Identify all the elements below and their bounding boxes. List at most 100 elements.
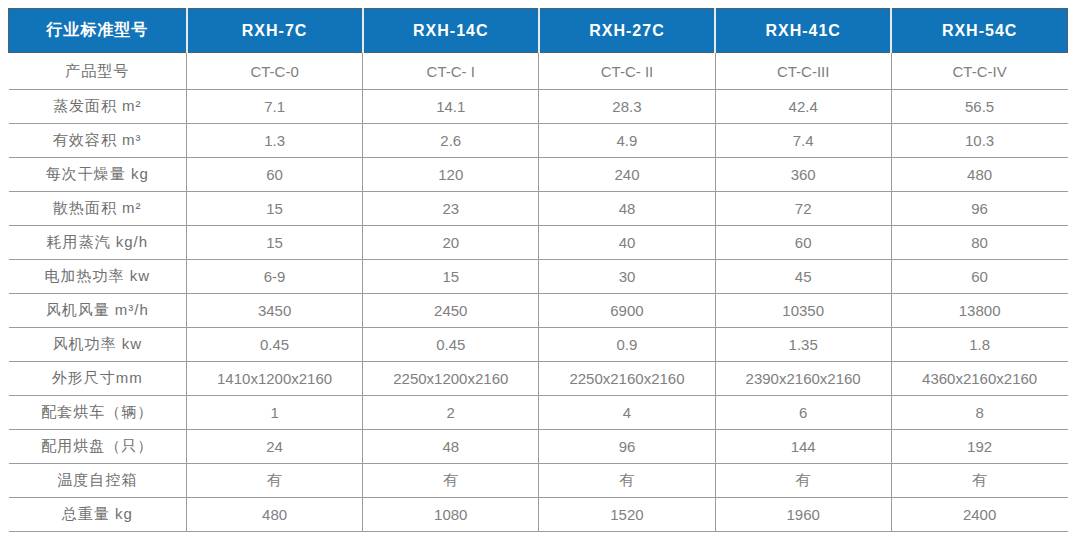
cell-value: 10.3 [891, 124, 1067, 158]
cell-value: 1960 [715, 498, 891, 532]
table-row: 外形尺寸mm1410x1200x21602250x1200x21602250x2… [9, 362, 1068, 396]
cell-value: 6-9 [187, 260, 363, 294]
table-row: 有效容积 m³1.32.64.97.410.3 [9, 124, 1068, 158]
row-label: 电加热功率 kw [9, 260, 187, 294]
cell-value: 1410x1200x2160 [187, 362, 363, 396]
row-label: 每次干燥量 kg [9, 158, 187, 192]
cell-value: 96 [539, 430, 715, 464]
cell-value: 1520 [539, 498, 715, 532]
cell-value: 60 [891, 260, 1067, 294]
cell-value: 2 [363, 396, 539, 430]
cell-value: 6 [715, 396, 891, 430]
row-label: 耗用蒸汽 kg/h [9, 226, 187, 260]
cell-value: 4 [539, 396, 715, 430]
table-row: 风机风量 m³/h3450245069001035013800 [9, 294, 1068, 328]
cell-value: 96 [891, 192, 1067, 226]
cell-value: 8 [891, 396, 1067, 430]
cell-value: 360 [715, 158, 891, 192]
table-row: 耗用蒸汽 kg/h1520406080 [9, 226, 1068, 260]
cell-value: 144 [715, 430, 891, 464]
corner-header: 行业标准型号 [9, 9, 187, 53]
cell-value: CT-C-0 [187, 53, 363, 90]
cell-value: 15 [187, 226, 363, 260]
cell-value: 7.4 [715, 124, 891, 158]
column-header: RXH-27C [539, 9, 715, 53]
spec-table: 行业标准型号RXH-7CRXH-14CRXH-27CRXH-41CRXH-54C… [8, 8, 1068, 532]
cell-value: 60 [187, 158, 363, 192]
column-header: RXH-14C [363, 9, 539, 53]
table-row: 配套烘车（辆）12468 [9, 396, 1068, 430]
cell-value: 2250x2160x2160 [539, 362, 715, 396]
cell-value: 1080 [363, 498, 539, 532]
cell-value: 2450 [363, 294, 539, 328]
cell-value: 2.6 [363, 124, 539, 158]
row-label: 风机功率 kw [9, 328, 187, 362]
cell-value: 7.1 [187, 90, 363, 124]
cell-value: 480 [187, 498, 363, 532]
cell-value: 120 [363, 158, 539, 192]
table-row: 总重量 kg4801080152019602400 [9, 498, 1068, 532]
cell-value: 1.35 [715, 328, 891, 362]
row-label: 有效容积 m³ [9, 124, 187, 158]
row-label: 配套烘车（辆） [9, 396, 187, 430]
cell-value: 240 [539, 158, 715, 192]
cell-value: 有 [187, 464, 363, 498]
cell-value: 2400 [891, 498, 1067, 532]
cell-value: 10350 [715, 294, 891, 328]
cell-value: 23 [363, 192, 539, 226]
row-label: 外形尺寸mm [9, 362, 187, 396]
cell-value: 有 [891, 464, 1067, 498]
cell-value: 24 [187, 430, 363, 464]
table-row: 产品型号CT-C-0CT-C- ICT-C- IICT-C-IIICT-C-IV [9, 53, 1068, 90]
row-label: 风机风量 m³/h [9, 294, 187, 328]
cell-value: 1.8 [891, 328, 1067, 362]
cell-value: 4.9 [539, 124, 715, 158]
cell-value: 1.3 [187, 124, 363, 158]
column-header: RXH-54C [891, 9, 1067, 53]
spec-sheet-page: 行业标准型号RXH-7CRXH-14CRXH-27CRXH-41CRXH-54C… [0, 0, 1076, 548]
cell-value: 20 [363, 226, 539, 260]
cell-value: 13800 [891, 294, 1067, 328]
cell-value: 60 [715, 226, 891, 260]
cell-value: 14.1 [363, 90, 539, 124]
cell-value: 4360x2160x2160 [891, 362, 1067, 396]
cell-value: 2390x2160x2160 [715, 362, 891, 396]
cell-value: 56.5 [891, 90, 1067, 124]
cell-value: 30 [539, 260, 715, 294]
cell-value: CT-C- II [539, 53, 715, 90]
cell-value: 6900 [539, 294, 715, 328]
table-row: 配用烘盘（只）244896144192 [9, 430, 1068, 464]
cell-value: 72 [715, 192, 891, 226]
cell-value: 48 [539, 192, 715, 226]
row-label: 温度自控箱 [9, 464, 187, 498]
cell-value: 2250x1200x2160 [363, 362, 539, 396]
row-label: 产品型号 [9, 53, 187, 90]
table-row: 电加热功率 kw6-915304560 [9, 260, 1068, 294]
cell-value: 28.3 [539, 90, 715, 124]
row-label: 蒸发面积 m² [9, 90, 187, 124]
table-row: 风机功率 kw0.450.450.91.351.8 [9, 328, 1068, 362]
table-row: 蒸发面积 m²7.114.128.342.456.5 [9, 90, 1068, 124]
cell-value: 0.45 [187, 328, 363, 362]
cell-value: 45 [715, 260, 891, 294]
cell-value: 42.4 [715, 90, 891, 124]
header-row: 行业标准型号RXH-7CRXH-14CRXH-27CRXH-41CRXH-54C [9, 9, 1068, 53]
cell-value: 有 [363, 464, 539, 498]
table-row: 温度自控箱有有有有有 [9, 464, 1068, 498]
row-label: 配用烘盘（只） [9, 430, 187, 464]
cell-value: 0.9 [539, 328, 715, 362]
cell-value: CT-C- I [363, 53, 539, 90]
cell-value: 48 [363, 430, 539, 464]
cell-value: CT-C-III [715, 53, 891, 90]
cell-value: 15 [363, 260, 539, 294]
cell-value: 480 [891, 158, 1067, 192]
column-header: RXH-7C [187, 9, 363, 53]
cell-value: 0.45 [363, 328, 539, 362]
table-row: 散热面积 m²1523487296 [9, 192, 1068, 226]
row-label: 总重量 kg [9, 498, 187, 532]
cell-value: 192 [891, 430, 1067, 464]
cell-value: 1 [187, 396, 363, 430]
cell-value: 3450 [187, 294, 363, 328]
cell-value: 80 [891, 226, 1067, 260]
cell-value: 有 [539, 464, 715, 498]
